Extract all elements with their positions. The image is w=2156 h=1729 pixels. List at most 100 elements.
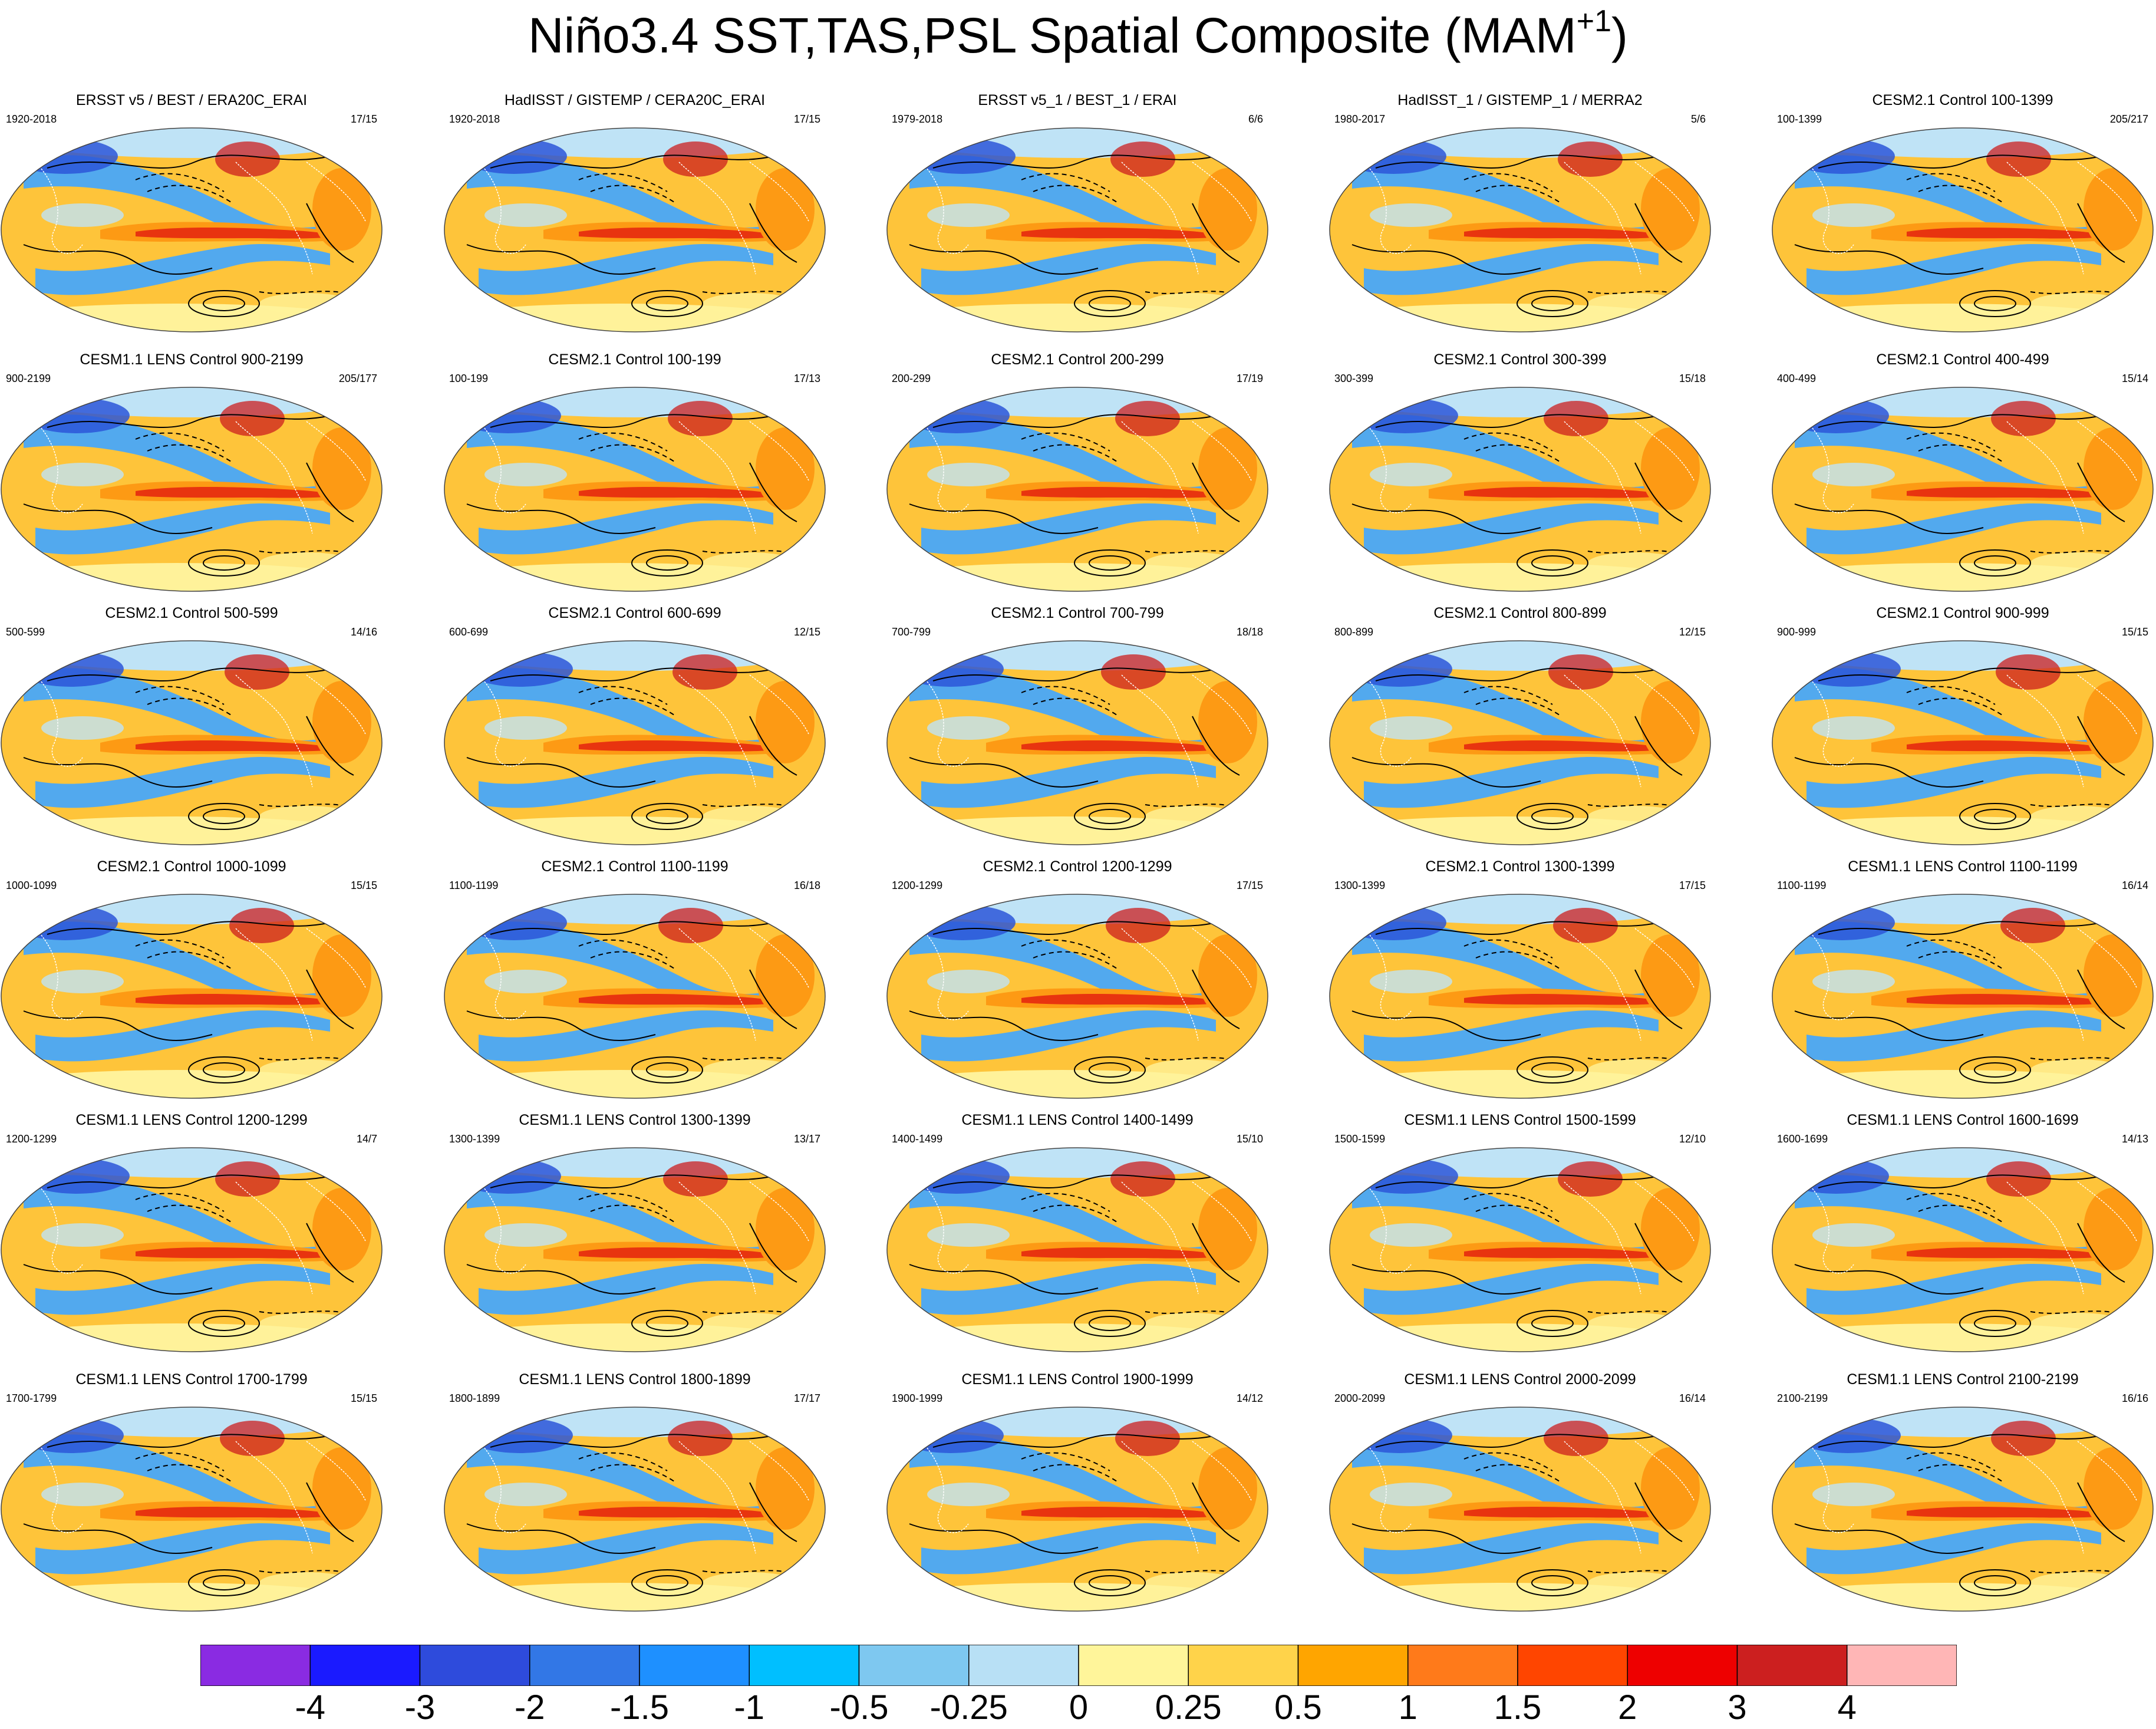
temperature-field	[1772, 387, 2153, 591]
panel-years: 700-799	[892, 626, 931, 638]
map-panel: CESM2.1 Control 1300-1399 1300-1399 17/15	[1328, 858, 1712, 1101]
map-panel: CESM2.1 Control 400-499 400-499 15/14	[1771, 351, 2154, 594]
colorbar-swatch	[1407, 1645, 1518, 1686]
panel-years: 1920-2018	[449, 113, 500, 125]
globe-map	[1329, 894, 1711, 1099]
colorbar-swatch	[309, 1645, 421, 1686]
globe-map	[1772, 894, 2154, 1099]
panel-years: 1500-1599	[1334, 1133, 1386, 1145]
pressure-contours	[1351, 414, 1683, 577]
temperature-field	[1772, 128, 2153, 332]
map-panel: CESM1.1 LENS Control 2100-2199 2100-2199 1…	[1771, 1371, 2154, 1613]
globe-map	[1, 640, 383, 845]
panel-title: CESM2.1 Control 300-399	[1433, 351, 1607, 368]
map-panel: CESM2.1 Control 1000-1099 1000-1099 15/15	[0, 858, 383, 1101]
colorbar-tick-label: 0.25	[1155, 1688, 1222, 1727]
pressure-contours	[23, 154, 354, 317]
globe-map	[1772, 127, 2154, 332]
map-panel: ERSST v5_1 / BEST_1 / ERAI 1979-2018 6/6	[886, 91, 1269, 334]
panel-event-count: 17/15	[350, 113, 377, 125]
pressure-contours	[1351, 921, 1683, 1083]
colorbar-swatch	[749, 1645, 860, 1686]
colorbar-tick-label: 4	[1837, 1688, 1857, 1727]
panel-event-count: 5/6	[1690, 113, 1706, 125]
colorbar-swatch	[1297, 1645, 1409, 1686]
globe-map	[444, 894, 826, 1099]
coastlines	[478, 162, 809, 275]
panel-title: CESM2.1 Control 100-1399	[1872, 92, 2053, 108]
panel-years: 1600-1699	[1777, 1133, 1828, 1145]
panel-event-count: 14/7	[356, 1133, 377, 1145]
coastlines	[35, 1441, 366, 1554]
map-panel: CESM1.1 LENS Control 2000-2099 2000-2099 1…	[1328, 1371, 1712, 1613]
coastlines	[1363, 1441, 1695, 1554]
colorbar-tick-label: -1.5	[610, 1688, 669, 1727]
panel-years: 900-2199	[6, 373, 51, 384]
panel-years: 1100-1199	[1777, 880, 1827, 891]
map-panel: CESM1.1 LENS Control 1700-1799 1700-1799 1…	[0, 1371, 383, 1613]
panel-title: CESM1.1 LENS Control 1900-1999	[961, 1371, 1194, 1388]
pressure-contours	[1794, 1434, 2125, 1596]
map-panel: CESM2.1 Control 300-399 300-399 15/18	[1328, 351, 1712, 594]
panel-event-count: 17/17	[793, 1392, 820, 1404]
map-panel: CESM1.1 LENS Control 1500-1599 1500-1599 1…	[1328, 1111, 1712, 1354]
figure-title-close: )	[1611, 8, 1628, 63]
panel-title: CESM2.1 Control 800-899	[1433, 605, 1607, 621]
colorbar-tick-label: -3	[404, 1688, 436, 1727]
panel-event-count: 15/14	[2121, 373, 2148, 384]
coastlines	[478, 1441, 809, 1554]
globe-map	[444, 127, 826, 332]
panel-title: CESM2.1 Control 600-699	[548, 605, 721, 621]
map-panel: CESM2.1 Control 1100-1199 1100-1199 16/18	[443, 858, 826, 1101]
panel-title: CESM1.1 LENS Control 2000-2099	[1404, 1371, 1636, 1388]
panel-years: 600-699	[449, 626, 489, 638]
panel-event-count: 15/15	[350, 880, 377, 891]
globe-map	[886, 1147, 1268, 1352]
panel-years: 200-299	[892, 373, 931, 384]
map-panel: HadISST / GISTEMP / CERA20C_ERAI 1920-201…	[443, 91, 826, 334]
panel-years: 1000-1099	[6, 880, 57, 891]
pressure-contours	[909, 154, 1240, 317]
panel-title: ERSST v5 / BEST / ERA20C_ERAI	[75, 92, 308, 108]
globe-map	[1772, 640, 2154, 845]
coastlines	[1806, 674, 2137, 788]
colorbar-tick-label: 3	[1728, 1688, 1747, 1727]
panel-years: 800-899	[1334, 626, 1374, 638]
panel-event-count: 12/10	[1679, 1133, 1706, 1145]
map-panel: ERSST v5 / BEST / ERA20C_ERAI 1920-2018 17…	[0, 91, 383, 334]
panel-event-count: 15/10	[1236, 1133, 1263, 1145]
globe-map	[1772, 1407, 2154, 1612]
panel-title: CESM2.1 Control 1100-1199	[541, 858, 728, 875]
map-panel: CESM1.1 LENS Control 1300-1399 1300-1399 1…	[443, 1111, 826, 1354]
coastlines	[1806, 1181, 2137, 1295]
coastlines	[35, 421, 366, 534]
globe-map	[444, 387, 826, 592]
panel-event-count: 12/15	[793, 626, 820, 638]
colorbar-swatch	[419, 1645, 530, 1686]
panel-title: CESM2.1 Control 900-999	[1876, 605, 2049, 621]
map-panel: CESM2.1 Control 800-899 800-899 12/15	[1328, 604, 1712, 847]
panel-event-count: 17/15	[793, 113, 820, 125]
panel-years: 1979-2018	[892, 113, 943, 125]
globe-map	[1329, 1407, 1711, 1612]
globe-map	[444, 1407, 826, 1612]
temperature-field	[1772, 1407, 2153, 1611]
map-panel: CESM1.1 LENS Control 1800-1899 1800-1899 1…	[443, 1371, 826, 1613]
colorbar-tick-label: 1	[1398, 1688, 1417, 1727]
globe-map	[1, 1407, 383, 1612]
panel-event-count: 17/19	[1236, 373, 1263, 384]
temperature-field	[1, 894, 382, 1098]
panel-event-count: 16/14	[1679, 1392, 1706, 1404]
panel-title: ERSST v5_1 / BEST_1 / ERAI	[978, 92, 1177, 108]
globe-map	[1, 1147, 383, 1352]
temperature-field	[887, 894, 1268, 1098]
coastlines	[1806, 1441, 2137, 1554]
map-panel: CESM1.1 LENS Control 1200-1299 1200-1299 1…	[0, 1111, 383, 1354]
globe-map	[1329, 1147, 1711, 1352]
panel-event-count: 16/18	[793, 880, 820, 891]
coastlines	[1363, 162, 1695, 275]
coastlines	[478, 1181, 809, 1295]
pressure-contours	[23, 1174, 354, 1337]
panel-title: HadISST / GISTEMP / CERA20C_ERAI	[504, 92, 766, 108]
panel-title: CESM1.1 LENS Control 1700-1799	[75, 1371, 308, 1388]
